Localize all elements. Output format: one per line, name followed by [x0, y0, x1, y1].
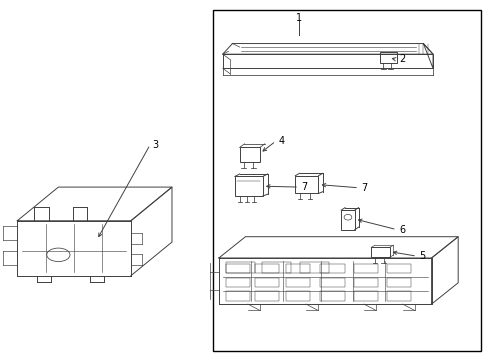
Bar [295, 176, 318, 193]
Bar [225, 261, 255, 273]
Text: 7: 7 [301, 182, 307, 192]
Bar [386, 264, 410, 273]
Bar [386, 291, 410, 301]
Bar [353, 291, 378, 301]
Bar [341, 210, 354, 230]
Bar [320, 291, 344, 301]
Text: 4: 4 [278, 136, 284, 146]
Bar [386, 278, 410, 287]
Text: 6: 6 [398, 225, 405, 235]
Text: 2: 2 [398, 54, 405, 64]
Bar [255, 278, 279, 287]
Text: 7: 7 [361, 183, 367, 193]
Bar [353, 264, 378, 273]
Text: 3: 3 [152, 140, 159, 149]
Bar [225, 264, 250, 273]
Bar [225, 278, 250, 287]
Bar [285, 291, 309, 301]
Bar [225, 291, 250, 301]
Bar [239, 147, 260, 162]
Text: 5: 5 [419, 251, 425, 261]
Bar [285, 278, 309, 287]
Bar [255, 291, 279, 301]
Bar [370, 247, 389, 257]
Bar [320, 278, 344, 287]
Text: 1: 1 [295, 13, 302, 23]
Bar [300, 261, 328, 273]
Bar [285, 264, 309, 273]
Bar [379, 53, 396, 63]
Bar [234, 176, 263, 196]
Bar [255, 264, 279, 273]
Bar [353, 278, 378, 287]
Bar [262, 261, 291, 273]
Bar [320, 264, 344, 273]
Bar [213, 10, 480, 351]
